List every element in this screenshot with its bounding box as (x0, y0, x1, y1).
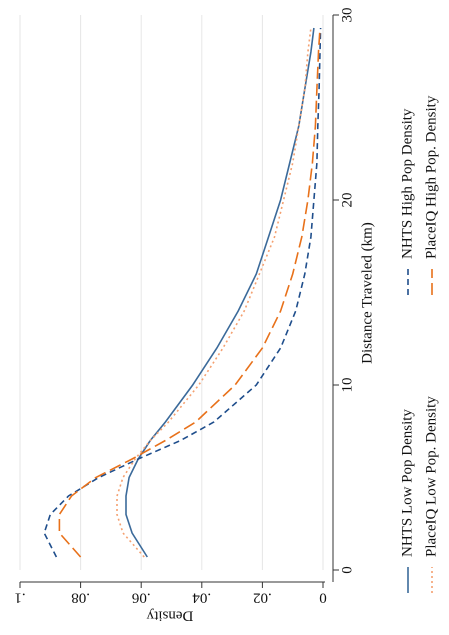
x-tick-label: 10 (339, 378, 355, 393)
y-tick-label: .1 (14, 590, 25, 606)
y-tick-label: .06 (131, 590, 150, 606)
legend-label: PlaceIQ High Pop. Density (423, 95, 439, 259)
y-tick-label: .08 (71, 590, 90, 606)
x-tick-label: 30 (339, 8, 355, 23)
series-line (58, 27, 321, 558)
x-axis-title: Distance Traveled (km) (359, 222, 375, 364)
legend-label: NHTS High Pop Density (399, 108, 415, 259)
series-line (116, 27, 312, 558)
y-axis-title: Density (146, 608, 193, 624)
y-tick-label: .04 (192, 590, 211, 606)
series-line (43, 27, 322, 558)
y-tick-label: 0 (319, 590, 327, 606)
x-tick-label: 20 (339, 193, 355, 208)
y-tick-label: .02 (253, 590, 272, 606)
series-line (125, 27, 315, 558)
x-tick-label: 0 (339, 566, 355, 574)
legend-label: PlaceIQ Low Pop. Density (423, 396, 439, 557)
legend-label: NHTS Low Pop Density (399, 409, 415, 557)
